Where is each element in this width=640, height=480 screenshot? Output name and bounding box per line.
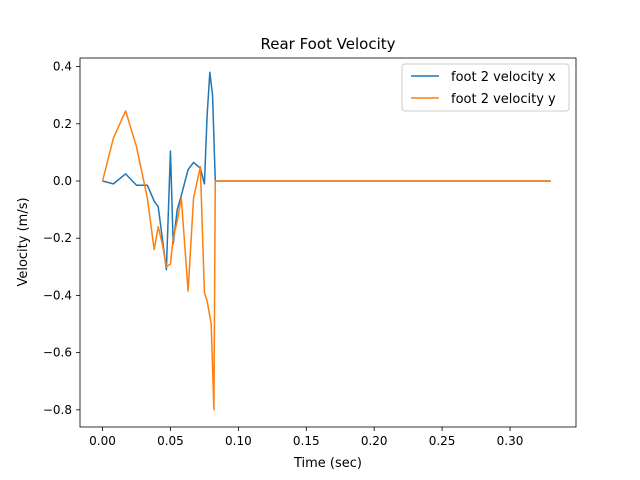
x-tick-label: 0.05 (157, 434, 184, 448)
y-axis: −0.8 −0.6 −0.4 −0.2 0.0 0.2 0.4 (43, 60, 80, 417)
legend-label-1: foot 2 velocity x (451, 70, 556, 85)
x-tick-label: 0.15 (293, 434, 320, 448)
y-tick-label: −0.8 (43, 403, 72, 417)
y-tick-label: −0.6 (43, 346, 72, 360)
x-tick-label: 0.00 (89, 434, 116, 448)
y-axis-label: Velocity (m/s) (16, 197, 31, 286)
y-tick-label: 0.2 (53, 117, 72, 131)
y-tick-label: 0.4 (53, 60, 72, 74)
series-line-1 (102, 71, 551, 271)
legend-box (401, 63, 570, 112)
plot-area (79, 57, 577, 428)
x-tick-label: 0.25 (429, 434, 456, 448)
x-tick-label: 0.20 (361, 434, 388, 448)
chart-title: Rear Foot Velocity (260, 35, 395, 53)
legend-label-2: foot 2 velocity y (451, 92, 556, 107)
x-axis-label: Time (sec) (293, 456, 362, 471)
y-tick-label: 0.0 (53, 174, 72, 188)
y-tick-label: −0.2 (43, 231, 72, 245)
x-axis: 0.00 0.05 0.10 0.15 0.20 0.25 0.30 (89, 427, 523, 448)
series-line-2 (101, 110, 551, 411)
x-tick-label: 0.30 (497, 434, 524, 448)
plot-background (80, 58, 576, 427)
y-tick-label: −0.4 (43, 288, 72, 302)
x-tick-label: 0.10 (225, 434, 252, 448)
legend: foot 2 velocity x foot 2 velocity y (401, 63, 570, 112)
plot-frame (79, 57, 577, 428)
